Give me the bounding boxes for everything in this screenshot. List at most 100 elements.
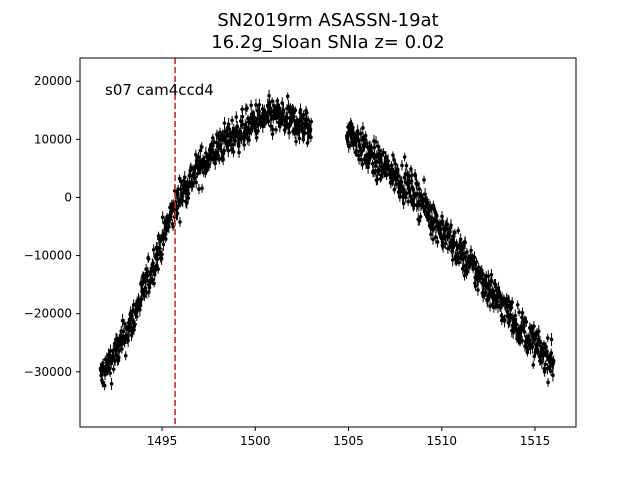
data-point [122,321,127,326]
data-point [494,288,499,293]
data-point [401,201,406,206]
data-point [108,371,112,375]
data-point [515,303,520,307]
x-tick-label: 1505 [333,434,364,448]
data-point [170,222,175,226]
data-point [287,130,291,135]
data-point [507,299,511,304]
data-point [247,138,251,142]
data-point [443,241,448,246]
data-point [127,328,131,333]
data-point [242,143,247,147]
data-point [486,274,491,279]
x-axis: 1495 1500 1505 1510 1515 [147,427,550,448]
data-point [372,145,377,150]
data-point [433,235,438,239]
data-point [117,349,121,353]
data-point [151,247,156,252]
data-point [99,372,104,377]
data-point [237,150,241,155]
data-point [408,194,413,198]
data-point [167,224,171,229]
data-point [453,230,457,235]
data-point [235,124,240,129]
data-point [509,305,514,310]
data-point [161,242,166,247]
data-point [377,167,381,172]
data-point [502,319,507,323]
data-point [435,240,440,244]
y-tick-label: 10000 [34,132,72,146]
data-point [399,180,404,185]
data-point [178,220,182,224]
data-point [390,167,395,171]
data-point [185,201,189,205]
data-point [145,278,149,283]
data-point [281,108,286,113]
data-point [536,329,541,334]
data-point [525,347,530,352]
data-point [431,237,435,242]
data-point [267,93,271,98]
data-point [302,131,307,136]
data-point [551,373,555,378]
data-point [375,177,380,182]
data-point [156,252,160,257]
data-point [113,359,117,363]
data-point [411,187,416,192]
data-point [120,318,125,323]
data-point [138,307,142,312]
data-point [545,349,549,354]
data-point [424,197,429,202]
data-point [473,284,478,288]
data-point [277,106,282,110]
data-point [530,345,535,349]
data-point [171,225,175,229]
data-point [374,155,379,159]
data-point [254,103,258,107]
data-point [430,216,434,220]
data-point [133,322,137,327]
data-point [232,126,236,131]
data-point [422,178,426,182]
data-point [275,99,280,103]
data-point [450,258,455,262]
data-point [397,174,401,178]
data-point [257,103,262,107]
data-point [163,237,168,241]
data-point [287,124,292,128]
data-point [360,149,364,153]
data-point [384,154,388,159]
data-point [404,191,409,196]
data-point [194,180,198,185]
data-point [532,324,536,329]
data-point [226,148,231,153]
data-point [240,114,245,119]
data-point [309,119,314,124]
data-point [392,187,397,192]
data-point [222,148,226,153]
data-point [546,380,550,385]
data-point [234,115,239,119]
data-point [226,122,231,127]
data-point [230,118,234,123]
data-point [274,128,278,132]
data-point [382,170,387,175]
data-point [160,215,165,220]
data-point [498,294,503,298]
data-point [261,124,265,129]
data-point [361,126,365,130]
data-point [374,139,378,144]
data-point [360,162,365,167]
data-point [458,237,463,242]
data-point [120,347,124,351]
data-point [549,351,554,355]
data-point [308,127,313,132]
data-point [221,157,225,162]
data-point [102,383,107,388]
data-point [551,358,556,363]
data-point [469,248,473,253]
data-point [227,127,232,131]
data-point [381,150,386,155]
data-point [413,173,418,178]
